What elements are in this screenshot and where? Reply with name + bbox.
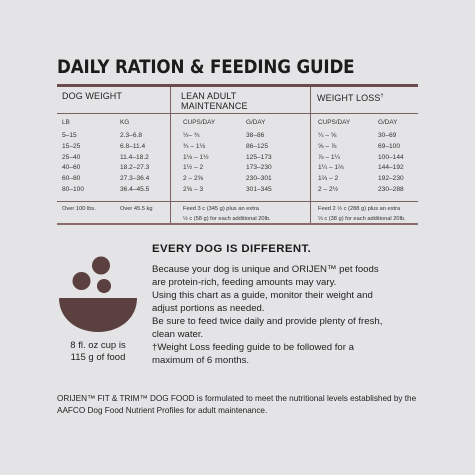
footer-lean-note: Feed 3 c (345 g) plus an extra ½ c (58 g… [183,206,271,222]
column-lb: 5–15 15–25 25–40 40–60 60–80 80–100 [62,132,85,193]
dagger-mark: † [380,93,384,99]
footer-loss-note: Feed 2 ½ c (288 g) plus an extra ⅓ c (38… [318,206,406,222]
column-kg: 2.3–6.8 6.8–11.4 11.4–18.2 18.2–27.3 27.… [120,132,150,193]
title-divider [57,84,418,87]
aafco-statement: ORIJEN™ FIT & TRIM™ DOG FOOD is formulat… [57,394,417,415]
footer-divider [57,201,418,202]
note-paragraph-1: Because your dog is unique and ORIJEN™ p… [152,264,379,288]
food-bowl-icon [59,256,137,332]
kibble-right [97,279,111,293]
feeding-notes: Because your dog is unique and ORIJEN™ p… [152,263,422,367]
header-divider [57,113,418,114]
header-weight-loss: WEIGHT LOSS† [317,91,384,103]
column-divider-1 [170,87,171,223]
table-bottom-divider [57,223,418,225]
kibble-left [72,272,91,290]
bowl-shape [59,298,137,332]
subheader-loss-cups: CUPS/DAY [318,119,351,126]
subheader-lean-cups: CUPS/DAY [183,119,216,126]
cup-caption: 8 fl. oz cup is 115 g of food [70,340,126,363]
subheader-loss-g: G/DAY [378,119,398,126]
page-title: DAILY RATION & FEEDING GUIDE [57,56,355,78]
footer-lb: Over 100 lbs. [62,206,96,212]
column-lean-g: 38–86 86–125 125–173 173–230 230–301 301… [246,132,272,193]
kibble-top [92,256,110,275]
subheader-lb: LB [62,119,70,126]
column-divider-2 [310,87,311,223]
header-weight-loss-label: WEIGHT LOSS [317,93,381,103]
note-paragraph-3: Be sure to feed twice daily and provide … [152,316,383,340]
column-lean-cups: ½– ¾ ¾ – 1⅛ 1⅛ – 1½ 1½ – 2 2 – 2⅝ 2⅝ – 3 [183,132,209,193]
header-lean-adult: LEAN ADULT MAINTENANCE [181,91,248,111]
column-loss-cups: ¼ – ⅝ ⅝ – ⅞ ⅞ – 1¼ 1¼ – 1⅔ 1⅔ – 2 2 – 2½ [318,132,344,193]
header-dog-weight: DOG WEIGHT [62,91,122,101]
every-dog-heading: EVERY DOG IS DIFFERENT. [152,243,312,255]
subheader-kg: KG [120,119,130,126]
column-loss-g: 30–69 69–100 100–144 144–192 192–230 230… [378,132,404,193]
subheader-lean-g: G/DAY [246,119,266,126]
note-paragraph-4: †Weight Loss feeding guide to be followe… [152,342,354,366]
footer-kg: Over 45.5 kg [120,206,153,212]
note-paragraph-2: Using this chart as a guide, monitor the… [152,290,373,314]
